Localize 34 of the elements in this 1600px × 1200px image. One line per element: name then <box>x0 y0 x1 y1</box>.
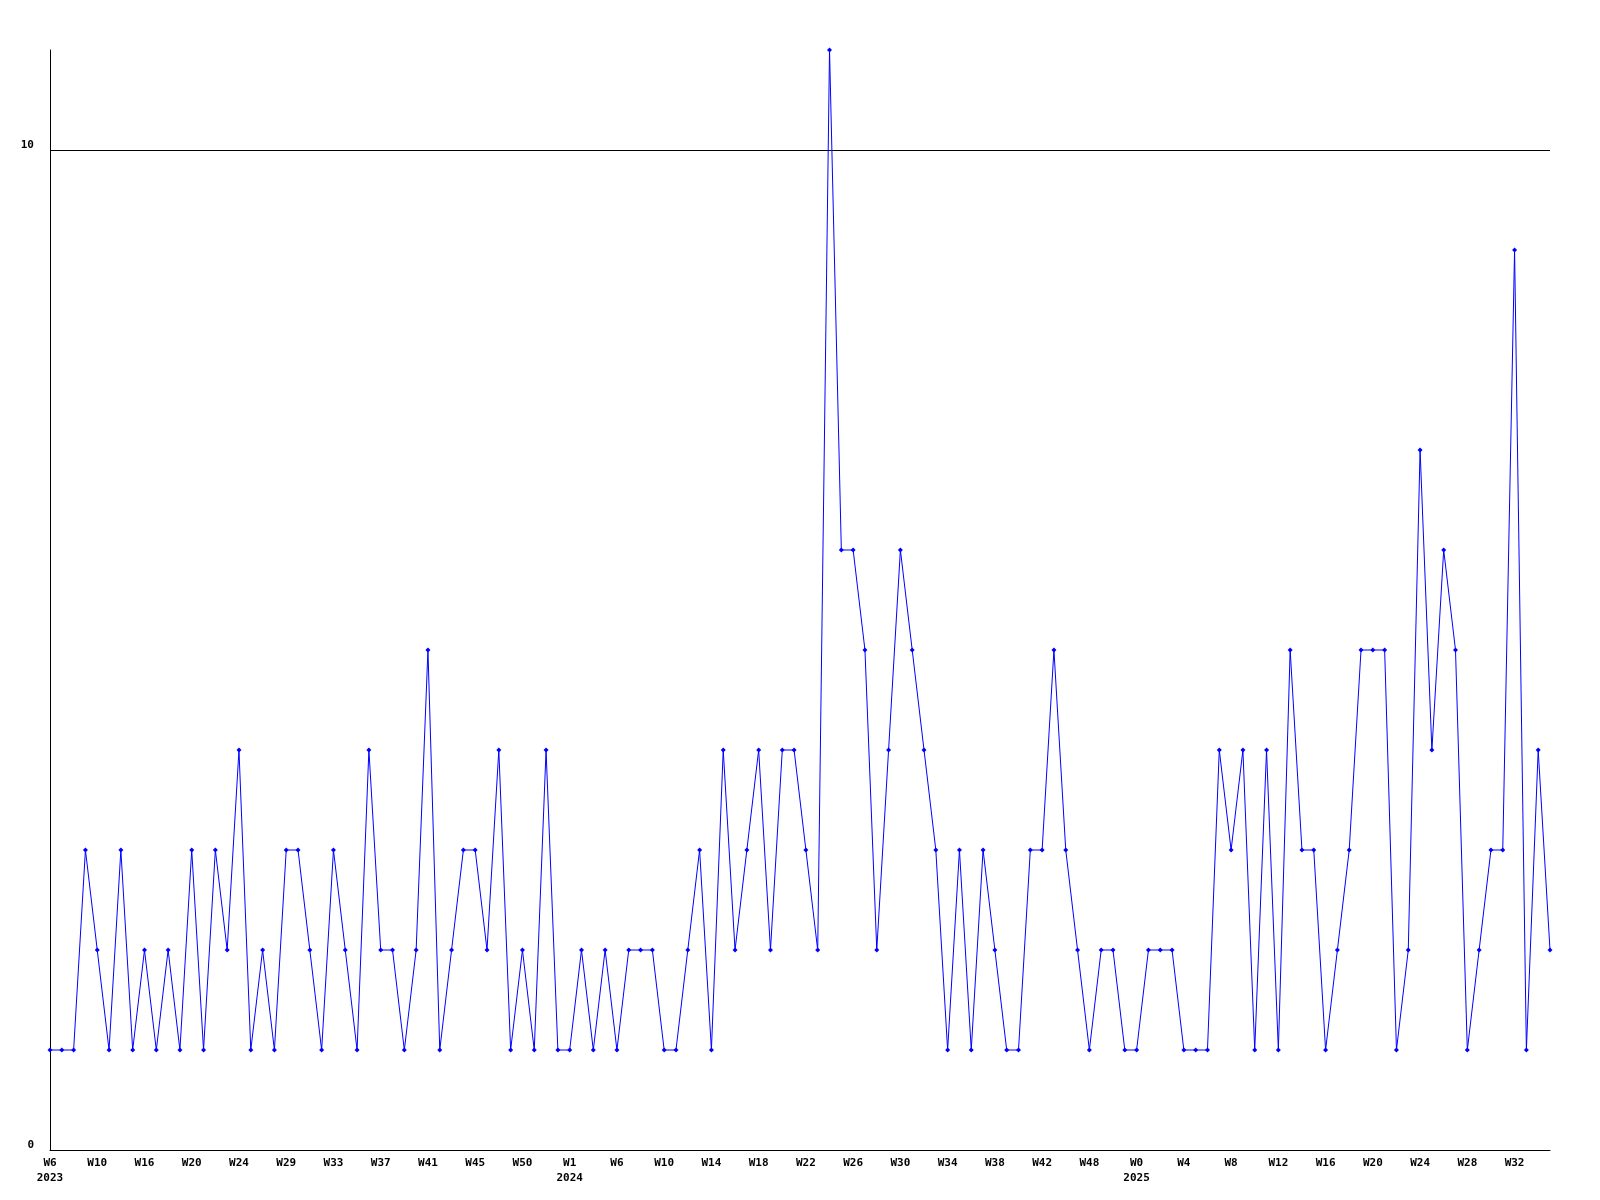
x-tick-label: W34 <box>937 1156 958 1169</box>
x-tick-label: W33 <box>323 1156 344 1169</box>
x-tick-label: W12 <box>1268 1156 1289 1169</box>
y-tick-label: 0 <box>27 1138 34 1151</box>
x-tick-label: W16 <box>134 1156 155 1169</box>
x-tick-label: W28 <box>1457 1156 1478 1169</box>
x-tick-label: W50 <box>512 1156 533 1169</box>
x-tick-label: W29 <box>276 1156 297 1169</box>
x-tick-label: W1 2024 <box>556 1156 584 1184</box>
x-tick-label: W18 <box>748 1156 769 1169</box>
x-tick-label: W22 <box>795 1156 816 1169</box>
x-tick-label: W20 <box>1362 1156 1383 1169</box>
x-tick-label: W24 <box>229 1156 250 1169</box>
x-tick-label: W48 <box>1079 1156 1100 1169</box>
x-tick-label: W6 2023 <box>36 1156 64 1184</box>
x-tick-label: W20 <box>181 1156 202 1169</box>
x-tick-label: W26 <box>843 1156 864 1169</box>
x-tick-label: W32 <box>1504 1156 1525 1169</box>
x-tick-label: W24 <box>1410 1156 1431 1169</box>
x-tick-label: W10 <box>87 1156 108 1169</box>
x-tick-label: W10 <box>654 1156 675 1169</box>
x-tick-label: W42 <box>1032 1156 1053 1169</box>
x-tick-label: W16 <box>1315 1156 1336 1169</box>
x-tick-label: W37 <box>370 1156 391 1169</box>
x-tick-label: W45 <box>465 1156 486 1169</box>
x-tick-label: W8 <box>1224 1156 1238 1169</box>
x-tick-label: W14 <box>701 1156 722 1169</box>
x-tick-label: W30 <box>890 1156 911 1169</box>
x-tick-label: W38 <box>984 1156 1005 1169</box>
x-tick-label: W4 <box>1177 1156 1191 1169</box>
y-tick-label: 10 <box>20 138 34 151</box>
x-tick-label: W0 2025 <box>1123 1156 1150 1184</box>
x-tick-label: W6 <box>610 1156 624 1169</box>
x-tick-label: W41 <box>418 1156 439 1169</box>
